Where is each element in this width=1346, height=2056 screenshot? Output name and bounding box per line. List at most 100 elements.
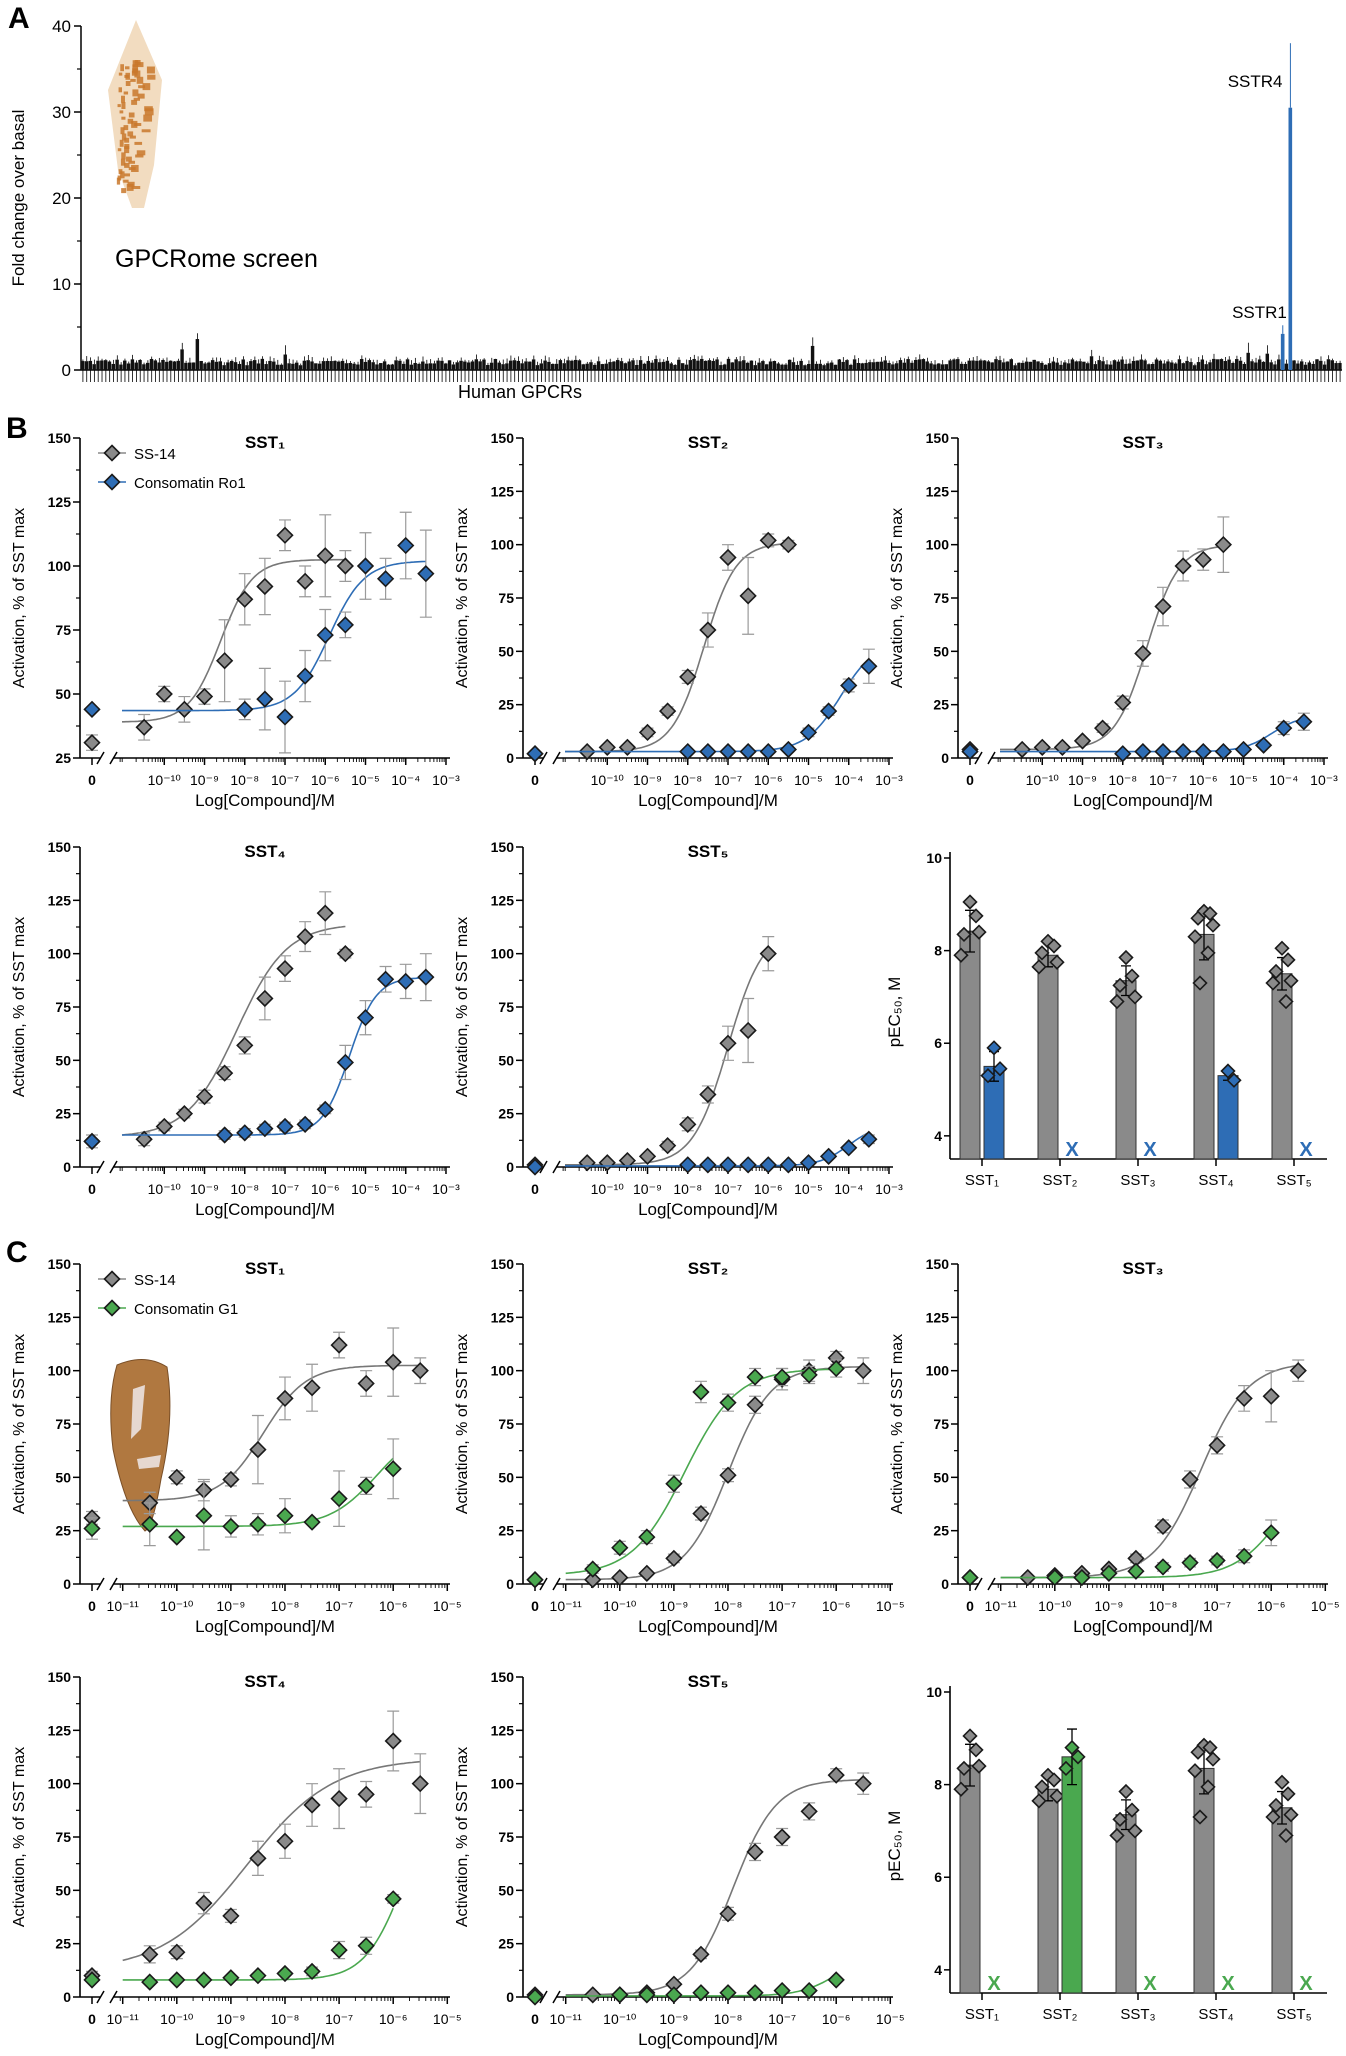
data-point [719,1466,737,1484]
y-tick-label: 30 [52,103,71,122]
screen-bar [1005,361,1010,370]
data-point [526,745,544,763]
screen-bar [356,364,360,370]
data-point [638,1986,656,2004]
x-tick-label: 10⁻⁵ [433,1598,462,1614]
data-point [840,676,858,695]
screen-bar [191,362,196,370]
data-point [1208,1551,1226,1570]
screen-bar [818,363,822,370]
screen-bar [635,364,639,370]
y-tick-label: 0 [63,1576,71,1592]
data-point [222,1517,240,1536]
axis-break-mark [96,751,105,765]
data-point [759,531,777,550]
shell-spot [125,81,131,86]
data-point [719,1156,737,1174]
y-tick-label: 0 [506,1576,514,1592]
data-point [303,1962,321,1981]
screen-bar [684,364,689,370]
chart-title: GPCRome screen [115,245,318,273]
data-point [526,1158,544,1176]
x-tick-label: 10⁻⁶ [379,2011,408,2027]
screen-bar [856,362,861,370]
screen-bar [642,363,647,370]
data-point [819,702,838,720]
screen-bar [566,360,570,370]
screen-bar [413,362,417,370]
screen-bar [692,358,696,370]
x-tick-label: 10⁻⁴ [1269,772,1298,788]
screen-bar [325,360,329,370]
data-point [827,1359,845,1378]
legend-label: Consomatin G1 [134,1301,238,1318]
screen-bar [963,363,968,370]
panel-label-a: A [8,2,30,35]
data-point [236,590,254,608]
screen-bar [826,363,830,370]
shell-spot [121,116,126,120]
data-point [584,1571,602,1589]
x-tick-label: 10⁻⁵ [351,1181,380,1197]
data-point [384,1732,402,1750]
y-tick-label: 100 [491,1776,515,1792]
screen-bar [260,358,265,370]
data-point [195,1507,213,1525]
x-tick-label: 10⁻⁶ [754,1181,783,1197]
data-point [276,1832,294,1850]
screen-bar [921,359,926,370]
screen-bar [1170,362,1174,370]
bar-group-ss-14 [1187,1737,1221,1994]
data-point [638,723,657,742]
data-point [1254,736,1273,754]
series-consomatin-g1 [83,1438,402,1551]
screen-bar [1135,360,1140,370]
screen-bar [772,361,777,370]
replicate-point [1274,1774,1290,1790]
screen-bar [612,361,616,370]
fit-curve [565,658,870,753]
data-point [719,742,737,761]
screen-bar [287,363,291,370]
replicate-point [968,1742,984,1758]
data-point [83,734,101,752]
data-point [611,1539,629,1557]
data-point [1094,719,1112,737]
x-tick-label-zero: 0 [966,772,974,788]
bar-group-ss-14 [1265,1774,1299,1994]
data-point [665,1549,683,1568]
data-point [384,1353,402,1371]
x-axis-label: Log[Compound]/M [195,1200,335,1219]
x-tick-label: 10⁻⁶ [1257,1598,1286,1614]
y-tick-label: 0 [63,1159,71,1175]
screen-bar [1154,359,1159,370]
bar-group-consomatin-g1: X [987,1973,1001,1995]
shell-spot [119,110,124,114]
screen-bar [745,362,750,370]
screen-bar [975,360,979,370]
data-point [1275,719,1293,737]
series-consomatin-g1 [526,1971,845,2006]
x-tick-label: 10⁻⁴ [391,772,420,788]
screen-bar [791,362,796,370]
x-axis-label: Human GPCRs [458,382,582,402]
screen-bar [333,360,337,370]
x-tick-label: 10⁻⁸ [714,2011,743,2027]
x-tick-label: 10⁻⁸ [1108,772,1137,788]
replicate-point [1046,1772,1062,1788]
x-tick-label: 10⁻¹¹ [107,2011,140,2027]
shell-body [108,20,162,208]
bar [1037,954,1059,1160]
y-tick-label: 100 [926,537,950,553]
shell-spot [120,64,124,72]
screen-bar [707,360,712,370]
data-point [1194,550,1212,569]
data-point [800,1981,818,2000]
screen-bar [1242,363,1247,370]
replicate-point [956,1760,972,1777]
replicate-point [1268,963,1284,980]
shell-spot [132,68,139,72]
screen-bar [367,360,372,370]
y-tick-label: 100 [491,537,515,553]
screen-bar [329,361,333,370]
